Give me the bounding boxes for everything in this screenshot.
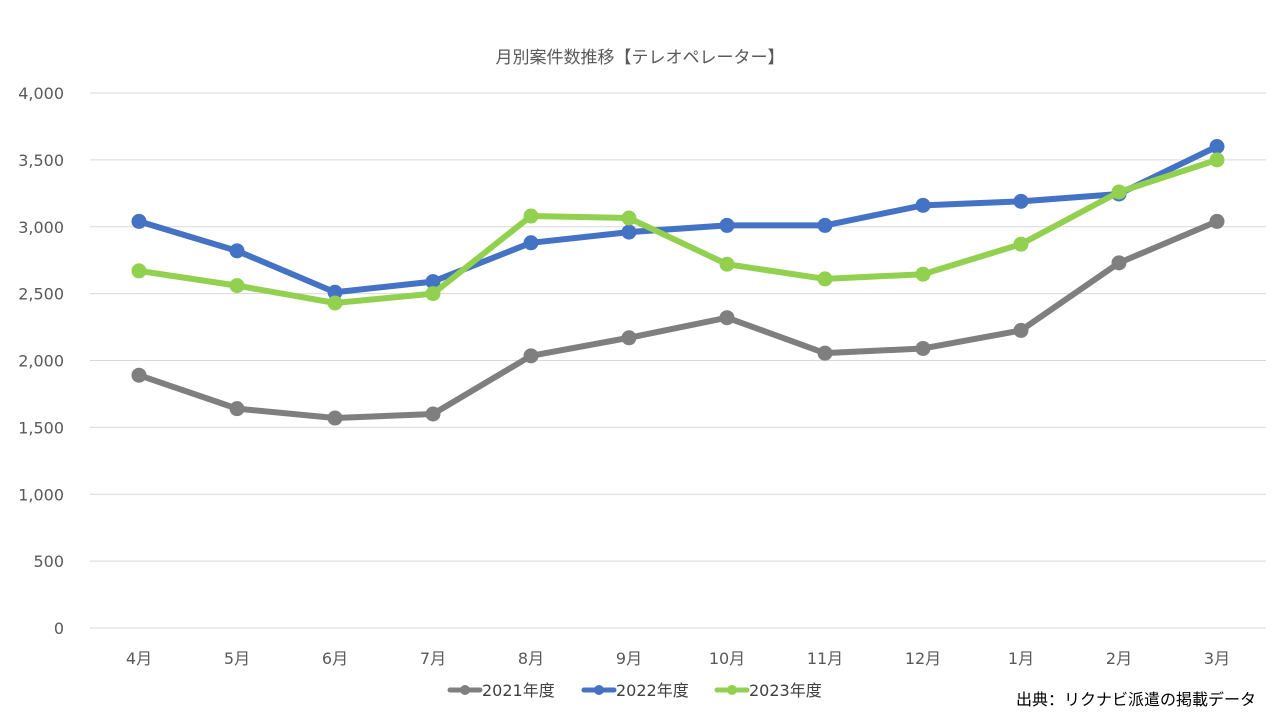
- y-tick-label: 3,000: [18, 218, 64, 237]
- legend-label: 2021年度: [482, 681, 555, 700]
- legend-item: 2023年度: [714, 681, 822, 700]
- legend-swatch-marker: [727, 685, 737, 695]
- data-point: [1209, 139, 1225, 154]
- data-point: [915, 266, 931, 282]
- data-point: [425, 274, 441, 290]
- data-point: [425, 406, 441, 422]
- x-tick-label: 8月: [518, 649, 544, 668]
- series-group: [131, 152, 1225, 311]
- data-point: [523, 235, 539, 251]
- data-point: [1013, 322, 1029, 338]
- data-point: [523, 348, 539, 364]
- data-point: [621, 224, 637, 240]
- data-point: [229, 243, 245, 259]
- y-tick-label: 2,000: [18, 352, 64, 371]
- x-tick-label: 10月: [709, 649, 745, 668]
- data-point: [719, 310, 735, 326]
- legend-swatch-marker: [460, 685, 470, 695]
- x-tick-label: 7月: [420, 649, 446, 668]
- data-point: [131, 367, 147, 383]
- series-lines: [131, 139, 1225, 426]
- y-axis-tick-labels: 0 500 1,000 1,500 2,000 2,500 3,000 3,500 4,000: [18, 84, 64, 638]
- data-point: [1111, 255, 1127, 271]
- legend: 2021年度 2022年度 2023年度: [447, 681, 822, 700]
- data-point: [131, 213, 147, 229]
- x-tick-label: 1月: [1008, 649, 1034, 668]
- legend-label: 2023年度: [749, 681, 822, 700]
- x-tick-label: 6月: [322, 649, 348, 668]
- x-tick-label: 2月: [1106, 649, 1132, 668]
- x-tick-label: 3月: [1204, 649, 1230, 668]
- x-tick-label: 5月: [224, 649, 250, 668]
- data-point: [1209, 152, 1225, 168]
- y-tick-label: 500: [33, 552, 64, 571]
- x-tick-label: 12月: [905, 649, 941, 668]
- x-tick-label: 11月: [807, 649, 843, 668]
- data-point: [621, 330, 637, 346]
- data-point: [817, 345, 833, 361]
- series-group: [131, 139, 1225, 300]
- data-point: [719, 256, 735, 272]
- y-tick-label: 3,500: [18, 151, 64, 170]
- legend-item: 2022年度: [581, 681, 689, 700]
- series-line: [136, 156, 1220, 306]
- data-point: [523, 208, 539, 224]
- series-line: [136, 218, 1220, 422]
- x-axis-tick-labels: 4月 5月 6月 7月 8月 9月 10月 11月 12月 1月 2月 3月: [126, 649, 1230, 668]
- y-tick-label: 4,000: [18, 84, 64, 103]
- data-point: [229, 401, 245, 417]
- data-point: [327, 284, 343, 300]
- y-tick-label: 0: [54, 619, 64, 638]
- y-tick-label: 1,500: [18, 418, 64, 437]
- data-point: [1013, 236, 1029, 252]
- data-point: [327, 295, 343, 311]
- legend-swatch-marker: [594, 685, 604, 695]
- gridlines: [90, 92, 1266, 629]
- data-point: [327, 410, 343, 426]
- y-tick-label: 2,500: [18, 285, 64, 304]
- data-point: [131, 263, 147, 279]
- data-point: [915, 340, 931, 356]
- y-tick-label: 1,000: [18, 485, 64, 504]
- source-note: 出典：リクナビ派遣の掲載データ: [1016, 690, 1256, 709]
- data-point: [1013, 193, 1029, 209]
- series-group: [131, 213, 1225, 426]
- x-tick-label: 4月: [126, 649, 152, 668]
- data-point: [817, 217, 833, 233]
- data-point: [1209, 213, 1225, 229]
- legend-label: 2022年度: [616, 681, 689, 700]
- data-point: [1111, 184, 1127, 200]
- legend-item: 2021年度: [447, 681, 555, 700]
- data-point: [817, 271, 833, 287]
- data-point: [915, 197, 931, 213]
- data-point: [229, 278, 245, 294]
- series-line: [136, 143, 1220, 296]
- chart-title: 月別案件数推移【テレオペレーター】: [496, 48, 785, 68]
- data-point: [719, 217, 735, 233]
- data-point: [425, 286, 441, 302]
- x-tick-label: 9月: [616, 649, 642, 668]
- data-point: [621, 210, 637, 226]
